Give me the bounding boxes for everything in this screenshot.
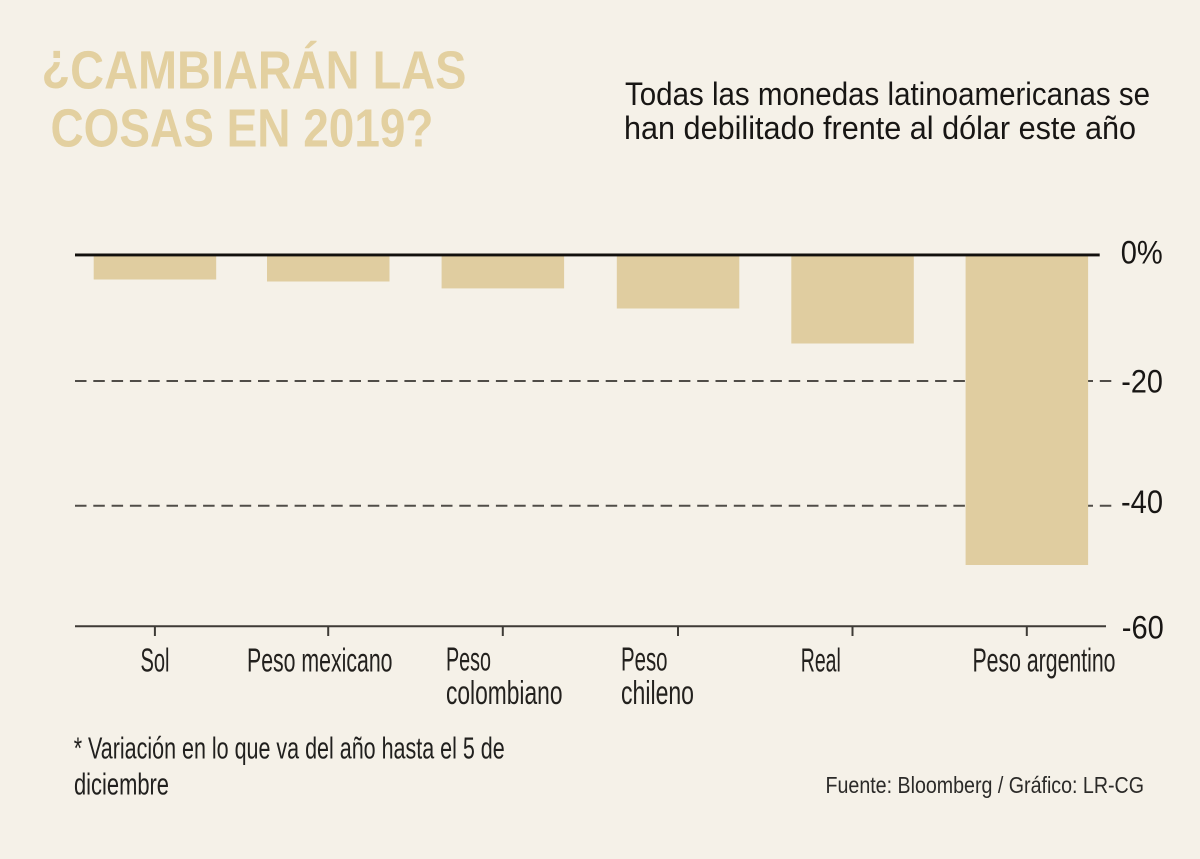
- svg-text:-40: -40: [1121, 484, 1163, 520]
- svg-text:han debilitado frente al dólar: han debilitado frente al dólar este año: [624, 110, 1136, 146]
- svg-text:Sol: Sol: [141, 642, 170, 679]
- svg-text:COSAS EN 2019?: COSAS EN 2019?: [51, 99, 434, 159]
- svg-text:chileno: chileno: [621, 674, 694, 711]
- svg-text:Peso: Peso: [621, 641, 668, 678]
- svg-text:* Variación en lo que va del a: * Variación en lo que va del año hasta e…: [74, 731, 505, 766]
- svg-text:-60: -60: [1122, 610, 1164, 646]
- svg-text:Real: Real: [801, 642, 841, 679]
- svg-text:diciembre: diciembre: [74, 766, 169, 801]
- svg-text:Peso argentino: Peso argentino: [973, 641, 1116, 678]
- svg-text:Peso mexicano: Peso mexicano: [247, 642, 393, 679]
- svg-text:¿CAMBIARÁN LAS: ¿CAMBIARÁN LAS: [42, 32, 467, 101]
- svg-text:Fuente: Bloomberg / Gráfico: L: Fuente: Bloomberg / Gráfico: LR-CG: [826, 772, 1145, 798]
- svg-text:Peso: Peso: [446, 641, 491, 678]
- svg-text:0%: 0%: [1121, 234, 1163, 270]
- svg-text:Todas las monedas latinoameric: Todas las monedas latinoamericanas se: [625, 76, 1150, 112]
- svg-text:colombiano: colombiano: [446, 674, 563, 711]
- svg-text:-20: -20: [1121, 363, 1163, 399]
